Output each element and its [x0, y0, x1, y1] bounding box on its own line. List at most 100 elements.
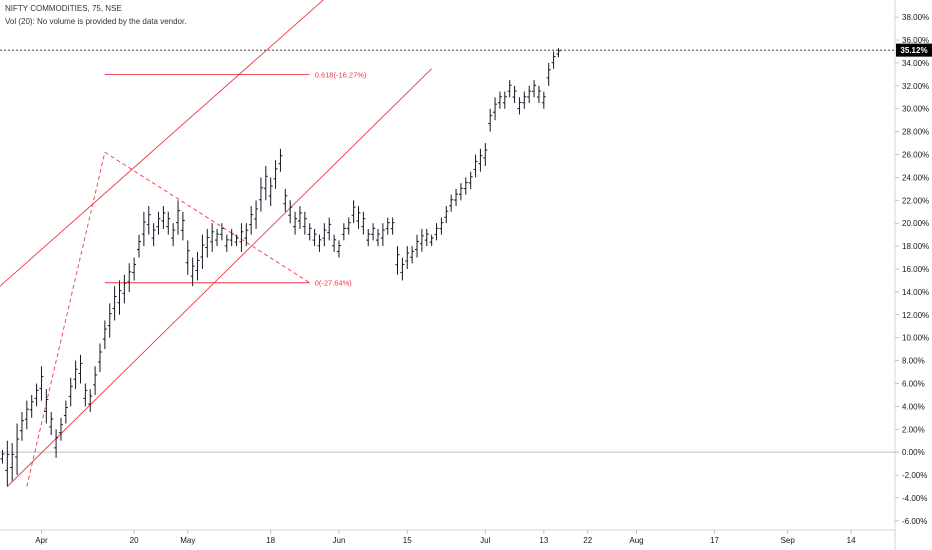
ohlc-bar — [83, 383, 88, 407]
ohlc-bar — [336, 240, 341, 258]
time-tick-label: 14 — [847, 536, 856, 545]
ohlc-bar — [532, 80, 537, 98]
ohlc-bar — [263, 165, 268, 201]
ohlc-bar — [166, 211, 171, 235]
ohlc-bar — [297, 206, 302, 229]
price-tick-label: 4.00% — [902, 402, 925, 411]
ohlc-bar — [293, 211, 298, 235]
price-axis[interactable]: -6.00% -4.00% -2.00% 0.00% 2.00% 4.00% 6.00% 8.… — [895, 13, 929, 526]
ohlc-bar — [278, 148, 283, 172]
ohlc-bar — [205, 228, 210, 258]
ohlc-bar — [156, 211, 161, 235]
ohlc-bar — [332, 234, 337, 252]
price-tick-label: 28.00% — [902, 128, 929, 137]
volume-note: Vol (20): No volume is provided by the d… — [5, 17, 187, 26]
ohlc-bar — [146, 206, 151, 235]
ohlc-bar — [244, 223, 249, 247]
ohlc-bar — [258, 177, 263, 212]
ohlc-bar — [171, 223, 176, 247]
price-tick-label: 20.00% — [902, 219, 929, 228]
ohlc-bar — [176, 200, 181, 235]
ohlc-bar — [49, 412, 54, 435]
ohlc-bar — [380, 223, 385, 247]
ohlc-bar — [34, 383, 39, 407]
ohlc-bar — [512, 85, 517, 104]
ohlc-bar — [497, 91, 502, 109]
time-axis[interactable]: Apr 20 May 18 Jun 15 Jul 13 22 Aug 17 Sep 14 — [35, 530, 856, 545]
ohlc-bar — [283, 188, 288, 212]
ohlc-bar — [449, 194, 454, 212]
price-tick-label: 2.00% — [902, 425, 925, 434]
ohlc-bar — [97, 343, 102, 373]
ohlc-bar — [322, 223, 327, 247]
ohlc-bar — [68, 377, 73, 407]
ohlc-bar — [361, 211, 366, 235]
ohlc-bar — [44, 389, 49, 424]
ohlc-bar — [439, 217, 444, 235]
time-tick-label: Aug — [629, 536, 643, 545]
ohlc-bar — [429, 234, 434, 247]
ohlc-bar — [507, 80, 512, 98]
ohlc-bar — [102, 320, 107, 350]
price-tick-label: 8.00% — [902, 357, 925, 366]
drawing-annotations: 0.618(-16.27%) 0(-27.64%) — [0, 0, 432, 487]
ohlc-bar — [58, 417, 63, 441]
symbol-title: NIFTY COMMODITIES, 75, NSE — [5, 4, 122, 13]
ohlc-bar — [493, 97, 498, 121]
dashed-trend-line-up — [26, 152, 106, 487]
ohlc-bar — [502, 91, 507, 109]
ohlc-bar — [312, 228, 317, 247]
ohlc-bar — [415, 234, 420, 258]
ohlc-bar — [127, 263, 132, 292]
ohlc-bar — [463, 177, 468, 195]
ohlc-bar — [5, 440, 10, 487]
time-tick-label: 17 — [710, 536, 719, 545]
ohlc-bar — [424, 228, 429, 247]
ohlc-bar — [341, 223, 346, 241]
ohlc-bar — [210, 223, 215, 252]
time-tick-label: 22 — [583, 536, 592, 545]
ohlc-bar — [141, 211, 146, 247]
ohlc-bar — [219, 223, 224, 241]
price-tick-label: -4.00% — [902, 494, 927, 503]
ohlc-bar — [395, 246, 400, 275]
ohlc-bar — [24, 400, 29, 430]
ohlc-bar — [93, 366, 98, 395]
last-price-label: 35.12% — [900, 46, 927, 55]
time-tick-label: 20 — [130, 536, 139, 545]
ohlc-bar — [302, 211, 307, 235]
ohlc-bar — [29, 394, 34, 418]
ohlc-bar — [527, 85, 532, 104]
fib-level-label: 0(-27.64%) — [315, 279, 353, 288]
ohlc-bar — [180, 211, 185, 241]
ohlc-bar — [39, 366, 44, 401]
ohlc-bar — [151, 223, 156, 247]
ohlc-bar — [536, 85, 541, 104]
price-tick-label: 26.00% — [902, 151, 929, 160]
ohlc-bar — [117, 280, 122, 315]
dashed-trend-line-down — [104, 151, 310, 284]
price-tick-label: 30.00% — [902, 105, 929, 114]
ohlc-bar — [405, 246, 410, 270]
price-tick-label: 12.00% — [902, 311, 929, 320]
ohlc-bar — [483, 143, 488, 166]
ohlc-bar — [546, 62, 551, 86]
ohlc-bar — [63, 400, 68, 424]
price-tick-label: 10.00% — [902, 334, 929, 343]
ohlc-bar — [15, 423, 20, 476]
price-tick-label: 22.00% — [902, 196, 929, 205]
ohlc-bar — [375, 228, 380, 247]
time-tick-label: Jul — [480, 536, 490, 545]
ohlc-bar — [478, 148, 483, 172]
price-tick-label: 16.00% — [902, 265, 929, 274]
ohlc-bar — [371, 223, 376, 241]
ohlc-bar — [215, 228, 220, 247]
ohlc-bar — [54, 429, 59, 458]
ohlc-bar — [488, 108, 493, 132]
ohlc-bar — [73, 360, 78, 390]
price-tick-label: 18.00% — [902, 242, 929, 251]
price-tick-label: 24.00% — [902, 173, 929, 182]
channel-lower-line — [7, 68, 432, 487]
